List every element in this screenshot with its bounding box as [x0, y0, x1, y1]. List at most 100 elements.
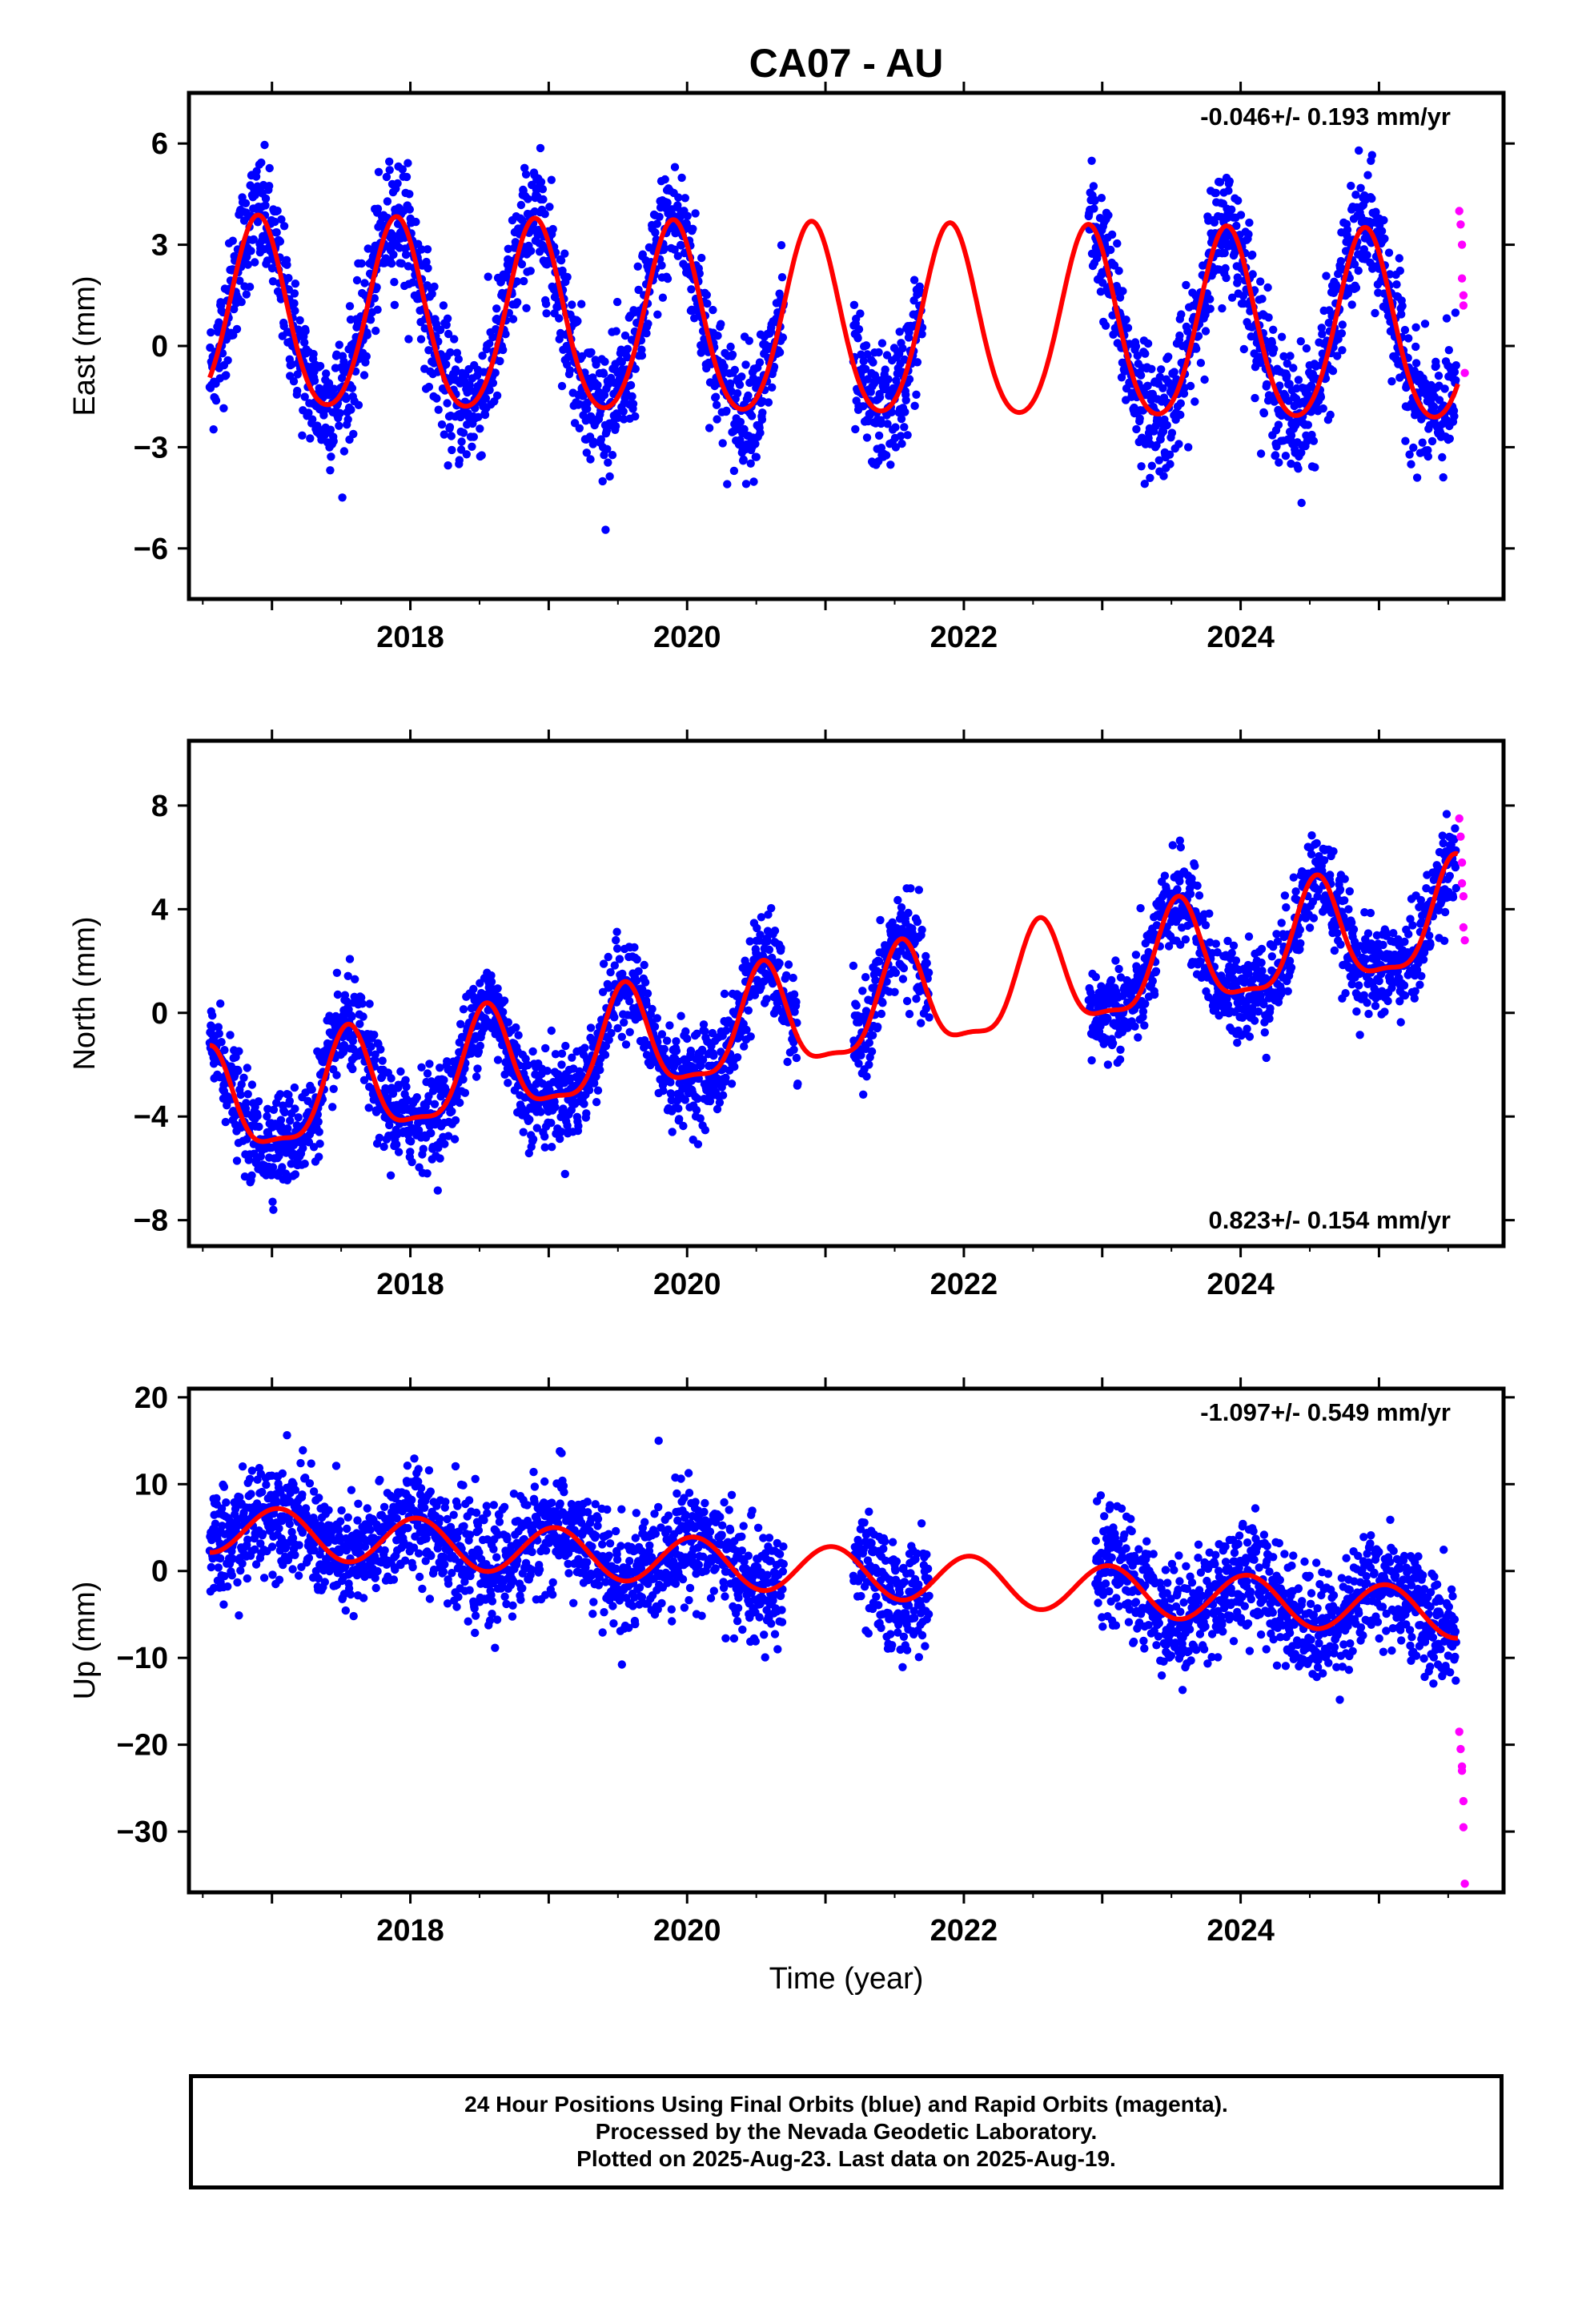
final-orbit-point [1201, 327, 1211, 336]
final-orbit-point [300, 392, 309, 401]
final-orbit-point [1221, 263, 1230, 273]
final-orbit-point [434, 405, 443, 414]
final-orbit-point [686, 1046, 696, 1055]
final-orbit-point [306, 434, 315, 443]
final-orbit-point [1166, 460, 1174, 468]
final-orbit-point [740, 1042, 749, 1051]
final-orbit-point [667, 1089, 676, 1099]
final-orbit-point [1267, 952, 1277, 961]
final-orbit-point [1363, 251, 1371, 259]
final-orbit-point [402, 1082, 411, 1092]
final-orbit-point [251, 258, 259, 267]
final-orbit-point [362, 352, 371, 361]
final-orbit-point [763, 937, 772, 946]
final-orbit-point [1090, 195, 1100, 205]
final-orbit-point [247, 1080, 257, 1089]
final-orbit-point [269, 1205, 278, 1214]
final-orbit-point [617, 1032, 626, 1042]
final-orbit-point [235, 276, 244, 285]
final-orbit-point [1138, 1007, 1148, 1016]
final-orbit-point [756, 428, 765, 437]
final-orbit-point [653, 310, 662, 319]
final-orbit-point [265, 182, 274, 191]
final-orbit-point [263, 256, 272, 265]
final-orbit-point [440, 430, 448, 439]
final-orbit-point [574, 1121, 583, 1131]
final-orbit-point [615, 955, 624, 963]
final-orbit-point [499, 345, 508, 355]
final-orbit-point [512, 1023, 520, 1032]
final-orbit-point [393, 179, 402, 188]
final-orbit-point [540, 1132, 549, 1141]
final-orbit-point [1107, 975, 1116, 985]
final-orbit-point [1316, 392, 1326, 402]
final-orbit-point [208, 1011, 217, 1020]
final-orbit-point [592, 1072, 600, 1081]
final-orbit-point [1176, 399, 1186, 408]
final-orbit-point [275, 1152, 283, 1160]
final-orbit-point [1438, 452, 1447, 462]
final-orbit-point [442, 320, 451, 329]
final-orbit-point [478, 352, 487, 360]
final-orbit-point [1136, 371, 1146, 380]
final-orbit-point [593, 380, 602, 390]
final-orbit-point [757, 415, 767, 424]
final-orbit-point [782, 971, 791, 980]
final-orbit-point [536, 143, 545, 153]
final-orbit-point [626, 380, 636, 390]
final-orbit-point [1258, 967, 1267, 975]
final-orbit-point [232, 324, 242, 334]
final-orbit-point [444, 329, 453, 339]
final-orbit-point [345, 302, 355, 311]
final-orbit-point [849, 961, 858, 971]
final-orbit-point [681, 194, 689, 203]
final-orbit-point [1158, 427, 1168, 436]
final-orbit-point [1411, 323, 1420, 332]
final-orbit-point [249, 235, 258, 244]
final-orbit-point [389, 250, 398, 259]
final-orbit-point [372, 283, 381, 292]
final-orbit-point [1427, 436, 1437, 446]
final-orbit-point [1303, 436, 1312, 445]
final-orbit-point [237, 297, 246, 307]
final-orbit-point [416, 335, 426, 344]
final-orbit-point [673, 251, 682, 260]
final-orbit-point [1451, 308, 1460, 317]
final-orbit-point [436, 1092, 445, 1101]
final-orbit-point [1231, 956, 1241, 965]
final-orbit-point [1256, 277, 1265, 286]
final-orbit-point [219, 404, 228, 412]
final-orbit-point [508, 315, 518, 324]
final-orbit-point [917, 330, 926, 339]
final-orbit-point [1175, 331, 1184, 340]
final-orbit-point [456, 1019, 465, 1029]
final-orbit-point [285, 1096, 294, 1106]
final-orbit-point [1097, 194, 1106, 203]
final-orbit-point [376, 1045, 385, 1054]
final-orbit-point [745, 336, 753, 345]
final-orbit-point [254, 1097, 263, 1106]
final-orbit-point [898, 975, 908, 983]
final-orbit-point [1257, 958, 1266, 967]
final-orbit-point [897, 903, 906, 912]
final-orbit-point [634, 285, 643, 295]
final-orbit-point [1136, 903, 1145, 913]
final-orbit-point [1273, 937, 1283, 946]
y-tick-label: 3 [151, 229, 168, 263]
final-orbit-point [1147, 461, 1157, 470]
final-orbit-point [775, 959, 784, 968]
final-orbit-point [1404, 334, 1413, 343]
final-orbit-point [504, 1018, 512, 1027]
final-orbit-point [727, 1080, 737, 1088]
final-orbit-point [1434, 372, 1443, 380]
final-orbit-point [604, 1035, 613, 1044]
final-orbit-point [1263, 380, 1271, 389]
final-orbit-point [893, 895, 902, 905]
final-orbit-point [557, 381, 567, 391]
final-orbit-point [560, 249, 569, 258]
final-orbit-points [205, 810, 1461, 1214]
final-orbit-point [693, 1029, 701, 1039]
final-orbit-point [792, 997, 801, 1007]
final-orbit-point [1384, 248, 1394, 257]
